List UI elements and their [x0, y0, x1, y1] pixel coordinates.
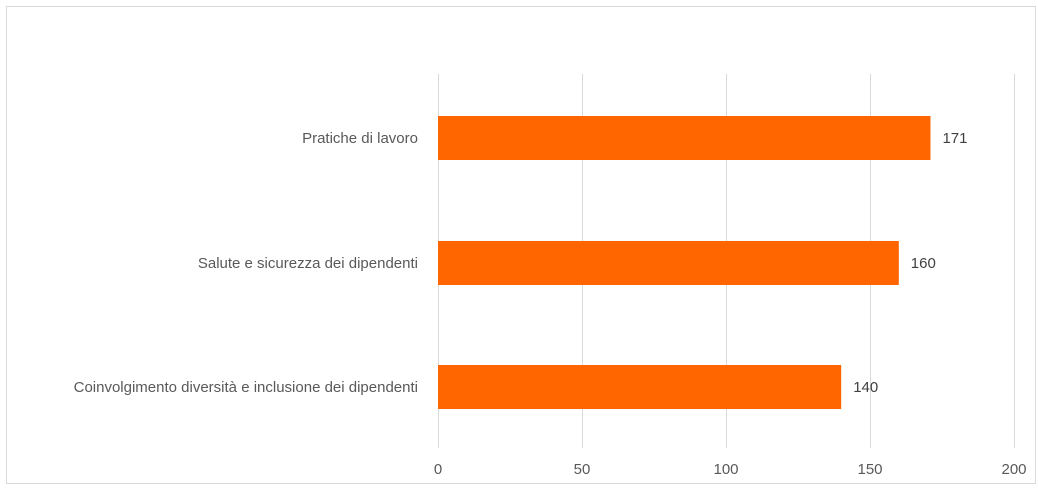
bar	[438, 365, 842, 409]
data-label: 140	[853, 379, 878, 396]
data-labels: 171 160 140	[853, 130, 967, 396]
x-tick-label: 200	[1001, 461, 1026, 478]
category-label: Coinvolgimento diversità e inclusione de…	[74, 379, 418, 396]
category-labels: Pratiche di lavoro Salute e sicurezza dei…	[74, 130, 418, 396]
x-tick-label: 50	[574, 461, 591, 478]
bar	[438, 116, 931, 160]
category-label: Salute e sicurezza dei dipendenti	[198, 255, 418, 272]
bars	[438, 116, 931, 409]
x-tick-label: 150	[857, 461, 882, 478]
category-label: Pratiche di lavoro	[302, 130, 418, 147]
x-tick-label: 0	[434, 461, 442, 478]
x-axis-tick-labels: 0 50 100 150 200	[434, 461, 1027, 478]
x-tick-label: 100	[713, 461, 738, 478]
data-label: 171	[942, 130, 967, 147]
bar	[438, 241, 899, 285]
data-label: 160	[911, 255, 936, 272]
